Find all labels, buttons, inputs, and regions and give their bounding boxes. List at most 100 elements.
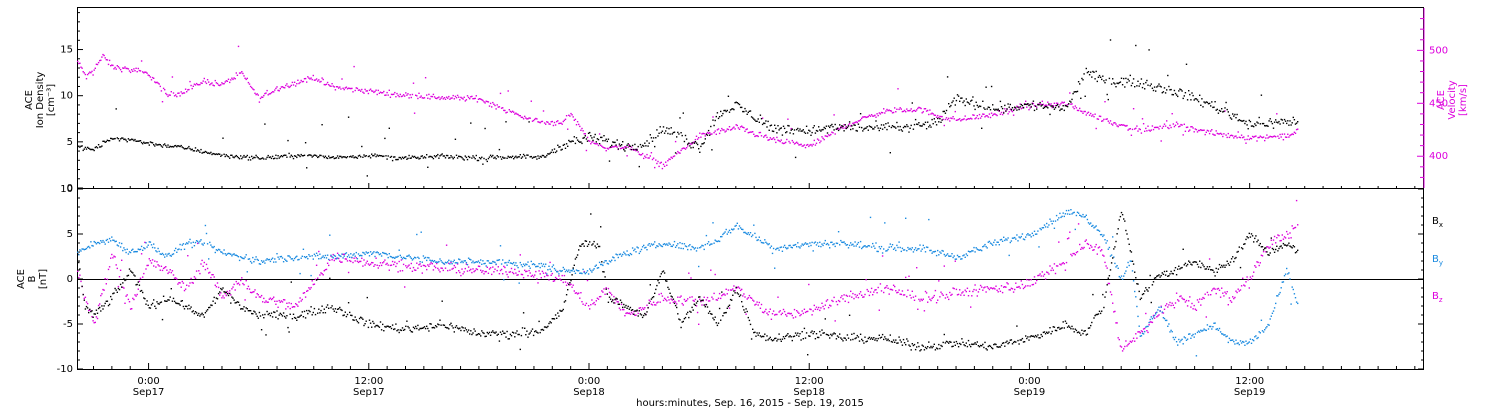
by-series-point: [728, 229, 731, 232]
velocity-series-point: [1195, 128, 1198, 131]
density-series-point: [123, 138, 125, 141]
velocity-series-point: [693, 141, 695, 143]
density-series-point: [1272, 127, 1275, 129]
by-series-point: [1116, 265, 1118, 267]
by-series-point: [1234, 343, 1236, 345]
velocity-series-point: [128, 70, 131, 72]
density-series-point: [813, 125, 815, 127]
by-series-point: [442, 262, 444, 264]
velocity-series-point: [820, 140, 822, 142]
bz-series-point: [368, 264, 371, 266]
bx-series-point: [117, 287, 120, 290]
by-series-point: [1046, 222, 1048, 225]
velocity-series-point: [188, 88, 190, 91]
density-series-point: [291, 155, 294, 158]
density-series-point: [1199, 94, 1201, 96]
by-series-point: [201, 243, 203, 245]
by-series-point: [304, 256, 307, 259]
density-series-point: [819, 129, 821, 131]
density-series-point: [282, 154, 285, 157]
velocity-series-point: [361, 88, 363, 91]
velocity-series-point: [818, 139, 820, 141]
bz-series-point: [753, 300, 755, 302]
velocity-series-point: [793, 143, 796, 145]
by-series-point: [829, 247, 831, 249]
by-series-point: [556, 271, 558, 273]
by-series-point: [289, 256, 291, 258]
velocity-series-point: [691, 143, 693, 145]
bz-series-point: [455, 272, 458, 274]
velocity-series-point: [862, 116, 864, 118]
by-series-point: [636, 246, 638, 248]
density-series-point: [540, 156, 542, 158]
density-series-point: [1129, 74, 1131, 77]
velocity-series-point: [1000, 111, 1003, 114]
density-series-point: [774, 124, 776, 126]
by-series-point: [881, 252, 884, 254]
by-series-point: [672, 244, 675, 246]
velocity-series-point: [277, 89, 279, 92]
top-right-label-line-1: ACE: [1436, 90, 1447, 110]
density-series-point: [430, 155, 432, 158]
density-series-point: [329, 157, 331, 159]
velocity-series-point: [399, 93, 401, 96]
density-series-point: [716, 112, 719, 114]
density-series-point: [1170, 88, 1172, 91]
velocity-series-point: [1136, 125, 1138, 127]
density-series-point: [823, 126, 825, 129]
by-series-point: [1131, 270, 1134, 272]
velocity-series-point: [768, 139, 770, 141]
density-series-point: [263, 158, 265, 160]
density-series-point: [157, 144, 159, 146]
velocity-series-point: [789, 142, 791, 144]
bz-series-point: [556, 278, 558, 280]
bz-series-point: [472, 268, 474, 270]
density-series-point: [1191, 92, 1193, 94]
velocity-series-point: [400, 95, 403, 98]
bx-series-point: [115, 289, 117, 291]
density-series-point: [537, 155, 539, 157]
velocity-series-point: [1184, 130, 1187, 132]
density-series-point: [636, 149, 638, 151]
velocity-series-point: [899, 107, 901, 109]
velocity-series-point: [240, 72, 242, 74]
density-series-point: [899, 125, 901, 128]
bz-series-point: [870, 287, 873, 290]
velocity-series-point: [754, 135, 756, 138]
density-series-point: [467, 155, 470, 158]
velocity-series-point: [972, 114, 974, 116]
density-series-point: [591, 137, 593, 139]
bz-series-point: [275, 303, 277, 305]
velocity-series-point: [1146, 130, 1148, 132]
velocity-series-point: [674, 140, 677, 143]
velocity-series-point: [291, 81, 294, 84]
density-series-point: [695, 142, 698, 144]
by-series-point: [767, 243, 769, 246]
velocity-series-point: [791, 139, 793, 142]
velocity-series-point: [556, 120, 558, 123]
density-series-point: [434, 156, 437, 158]
density-series-point: [351, 156, 353, 158]
density-series-point: [444, 157, 447, 159]
bz-series-point: [480, 269, 482, 271]
by-series-point: [927, 246, 929, 249]
by-series-point: [159, 253, 161, 255]
density-series-point: [802, 129, 804, 131]
top-right-axis-label: ACE Velocity [km/s]: [1436, 80, 1469, 119]
bz-series-point: [680, 295, 682, 297]
density-series-point: [1057, 104, 1059, 106]
by-series-point: [654, 241, 656, 243]
bz-series-point: [1053, 263, 1056, 265]
by-series-point: [907, 246, 909, 249]
velocity-series-point: [267, 94, 269, 96]
density-series-point: [837, 129, 840, 132]
velocity-series-point: [879, 113, 882, 115]
velocity-series-point: [746, 128, 748, 130]
bz-series-point: [201, 259, 203, 262]
velocity-series-point: [659, 162, 661, 164]
velocity-series-point: [86, 73, 89, 76]
velocity-series-point: [1074, 105, 1076, 107]
by-series-point: [814, 241, 817, 243]
velocity-series-point: [517, 113, 519, 116]
velocity-series-point: [390, 93, 393, 96]
